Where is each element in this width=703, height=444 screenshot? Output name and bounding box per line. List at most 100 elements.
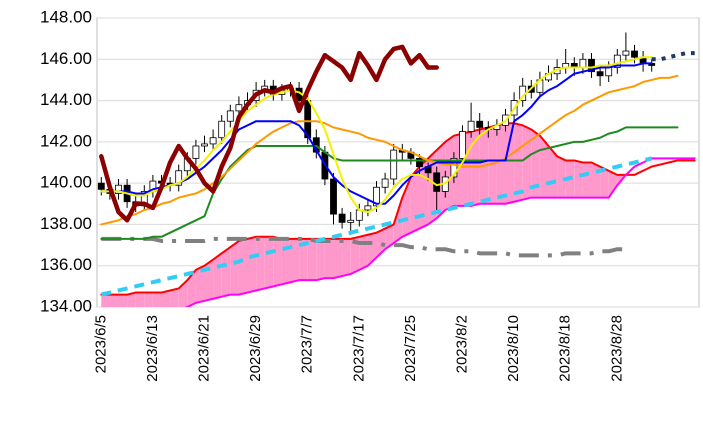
candle-body (613, 54, 621, 68)
cloud-fill (488, 125, 497, 204)
plot (97, 32, 696, 307)
cloud-fill (600, 166, 609, 198)
candle-body (622, 50, 630, 56)
candle-body (201, 143, 208, 147)
candle-body (467, 120, 475, 132)
cloud-fill (359, 234, 368, 270)
cloud-fill (471, 129, 480, 206)
y-tick-label: 136.00 (40, 255, 92, 274)
cloud-fill (402, 176, 411, 237)
cloud-fill (582, 162, 592, 198)
candle-body (192, 145, 200, 159)
candle-body (115, 184, 122, 194)
indicator-line (100, 156, 653, 297)
cloud-fill (548, 145, 558, 198)
cloud-fill (152, 292, 162, 307)
indicator-line (100, 74, 679, 226)
cloud-fill (350, 236, 360, 274)
candle-body (390, 149, 398, 180)
x-tick-label: 2023/6/5 (92, 315, 109, 373)
cloud-fill (505, 123, 515, 204)
x-tick-label: 2023/7/17 (350, 315, 367, 382)
y-tick-label: 146.00 (40, 49, 92, 68)
candle-body (459, 131, 466, 159)
candle-body (364, 205, 372, 211)
cloud-fill (574, 160, 583, 198)
cloud-fill (367, 232, 377, 266)
y-tick-label: 148.00 (40, 7, 92, 26)
candle-body (381, 178, 389, 188)
cloud-fill (299, 238, 308, 281)
cloud-fill (238, 238, 248, 295)
cloud-fill (522, 125, 532, 200)
candle-body (433, 172, 441, 192)
cloud-fill (170, 288, 179, 307)
y-tick-label: 138.00 (40, 214, 92, 233)
cloud-fill (557, 156, 566, 198)
candle-body (373, 186, 380, 207)
cloud-fill (324, 238, 334, 279)
x-tick-label: 2023/7/7 (299, 315, 316, 373)
indicator-line (651, 51, 695, 62)
x-tick-label: 2023/8/28 (608, 315, 625, 382)
cloud-fill (273, 236, 282, 287)
indicator-line (100, 62, 653, 205)
cloud-fill (514, 123, 523, 202)
cloud-fill (109, 294, 119, 307)
cloud-fill (127, 292, 136, 307)
candle-body (579, 58, 587, 68)
cloud-fill (385, 224, 394, 250)
x-tick-label: 2023/6/29 (247, 315, 264, 382)
cloud-fill (531, 129, 540, 198)
cloud-fill (221, 247, 231, 297)
indicator-line (99, 44, 439, 223)
cloud-fill (256, 236, 265, 291)
candle-body (338, 213, 346, 223)
span-b-line (184, 157, 696, 307)
x-tick-label: 2023/6/21 (195, 315, 212, 382)
x-tick-label: 2023/8/18 (557, 315, 574, 382)
candle-body (596, 71, 604, 77)
x-tick-label: 2023/6/13 (144, 315, 161, 382)
candle-body (218, 120, 226, 139)
candle-body (226, 110, 234, 122)
candle-body (631, 50, 638, 58)
candle-body (330, 178, 337, 215)
axes: 134.00 136.00 138.00 140.00 142.00 144.00 146.… (40, 7, 625, 381)
y-tick-label: 142.00 (40, 131, 92, 150)
candle-body (97, 182, 105, 190)
cloud-fill (118, 294, 128, 307)
candle-body (588, 58, 595, 73)
y-tick-label: 134.00 (40, 296, 92, 315)
y-tick-label: 144.00 (40, 90, 92, 109)
candle-body (416, 157, 423, 168)
candle-body (235, 104, 243, 112)
cloud-fill (144, 292, 153, 307)
cloud-fill (195, 265, 205, 303)
candle-body (304, 100, 312, 139)
span-a-line (100, 122, 696, 296)
grid (97, 17, 699, 308)
indicator-line (100, 56, 653, 214)
candle-body (175, 170, 183, 186)
indicator-line (101, 236, 626, 258)
cloud-fill (135, 292, 145, 307)
x-tick-label: 2023/8/2 (453, 315, 470, 373)
x-tick-label: 2023/7/25 (402, 315, 419, 382)
cloud-fill (496, 123, 506, 204)
cloud-fill (101, 294, 110, 307)
cloud-fill (608, 170, 618, 198)
cloud-fill (333, 238, 343, 279)
candle-body (355, 209, 363, 221)
cloud-fill (247, 236, 257, 293)
candle-body (209, 137, 217, 145)
candle-body (347, 219, 355, 223)
cloud-fill (316, 238, 325, 281)
y-tick-label: 140.00 (40, 173, 92, 192)
candle-body (605, 67, 613, 77)
cloud-fill (591, 162, 601, 198)
cloud-fill (342, 238, 351, 277)
candle-body (476, 120, 484, 128)
